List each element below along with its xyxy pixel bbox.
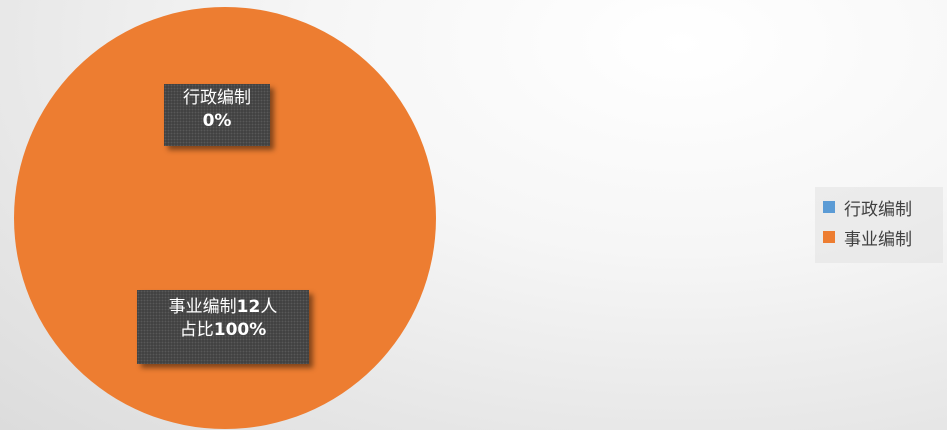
legend-item-admin: 行政编制 <box>823 192 943 222</box>
legend-label-public: 事业编制 <box>844 229 912 250</box>
data-label-public-category: 事业编制 <box>168 297 237 317</box>
data-label-public-line1: 事业编制12人 <box>143 296 303 319</box>
legend-swatch-public <box>823 231 835 243</box>
data-label-admin-category: 行政编制 <box>183 88 251 108</box>
data-label-public-percent: 100% <box>213 320 267 340</box>
pie-slice-public <box>14 7 436 429</box>
legend: 行政编制 事业编制 <box>815 187 943 263</box>
data-label-public-line2: 占比100% <box>143 319 303 342</box>
data-label-public-count: 12 <box>236 297 261 317</box>
data-label-public: 事业编制12人 占比100% <box>137 290 309 364</box>
legend-label-admin: 行政编制 <box>844 199 912 220</box>
data-label-admin: 行政编制 0% <box>164 84 270 146</box>
pie-slices <box>14 7 436 429</box>
data-label-admin-percent: 0% <box>202 111 232 131</box>
data-label-public-unit: 人 <box>260 297 278 317</box>
data-label-public-share-text: 占比 <box>179 320 214 340</box>
legend-swatch-admin <box>823 201 835 213</box>
legend-item-public: 事业编制 <box>823 222 943 252</box>
